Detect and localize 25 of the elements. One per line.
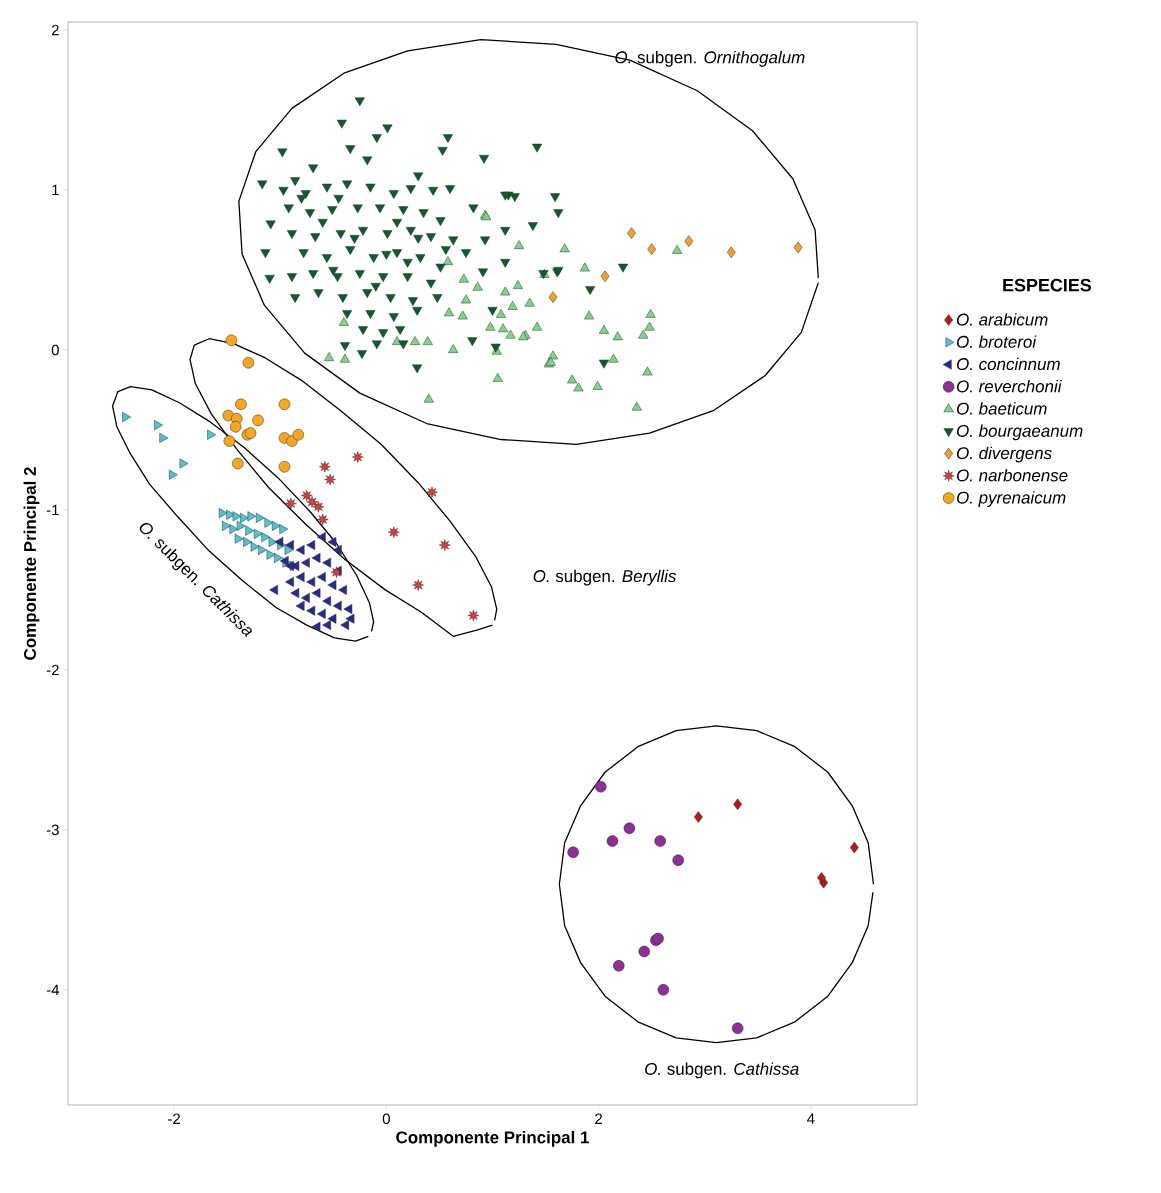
- legend-label: O. arabicum: [957, 313, 1048, 326]
- x-tick-label: 4: [807, 1113, 815, 1124]
- annotation: O. subgen. Cathissa: [645, 1062, 799, 1079]
- y-axis-title: Componente Principal 2: [23, 467, 40, 660]
- y-tick-label: -4: [46, 984, 60, 995]
- x-tick-label: -2: [168, 1113, 181, 1124]
- x-tick-label: 0: [382, 1113, 390, 1125]
- legend-label: O. bourgaeanum: [957, 424, 1083, 441]
- x-tick-label: 2: [595, 1113, 603, 1124]
- y-tick-label: -1: [46, 504, 59, 516]
- y-tick-label: 0: [51, 344, 59, 356]
- legend-label: O. broteroi: [957, 335, 1037, 348]
- legend-label: O. pyrenaicum: [957, 491, 1066, 507]
- legend-label: O. reverchonii: [957, 379, 1062, 393]
- y-tick-label: 2: [51, 24, 59, 36]
- y-tick-label: -2: [46, 664, 59, 676]
- legend-label: O. divergens: [957, 446, 1052, 463]
- legend-label: O. concinnum: [957, 357, 1060, 371]
- y-tick-label: -3: [46, 824, 59, 836]
- y-tick-label: 1: [52, 184, 59, 196]
- legend-label: O. narbonense: [957, 468, 1068, 482]
- legend-title: ESPECIES: [1003, 278, 1092, 292]
- x-axis-title: Componente Principal 1: [396, 1130, 589, 1147]
- annotation: O. subgen. Beryllis: [533, 569, 677, 586]
- legend-label: O. baeticum: [957, 402, 1047, 415]
